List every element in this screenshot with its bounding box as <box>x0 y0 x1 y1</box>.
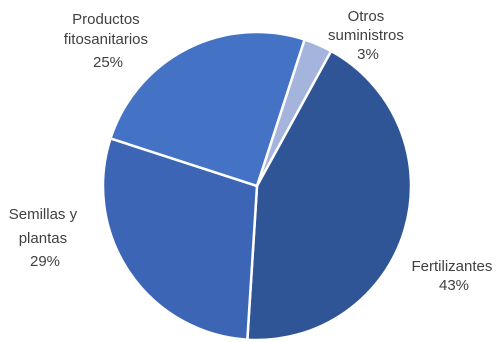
slice-productos-fitosanitarios <box>109 30 306 188</box>
slice-fertilizantes <box>246 49 413 342</box>
label-fertilizantes: Fertilizantes 43% <box>411 258 496 294</box>
label-productos-fitosanitarios: Productos fitosanitarios 25% <box>64 11 152 71</box>
label-otros-suministros: Otros suministros 3% <box>328 8 408 63</box>
label-semillas-y-plantas: Semillas y plantas 29% <box>9 206 82 270</box>
slice-semillas-y-plantas <box>101 137 259 341</box>
pie-slices <box>101 30 413 342</box>
